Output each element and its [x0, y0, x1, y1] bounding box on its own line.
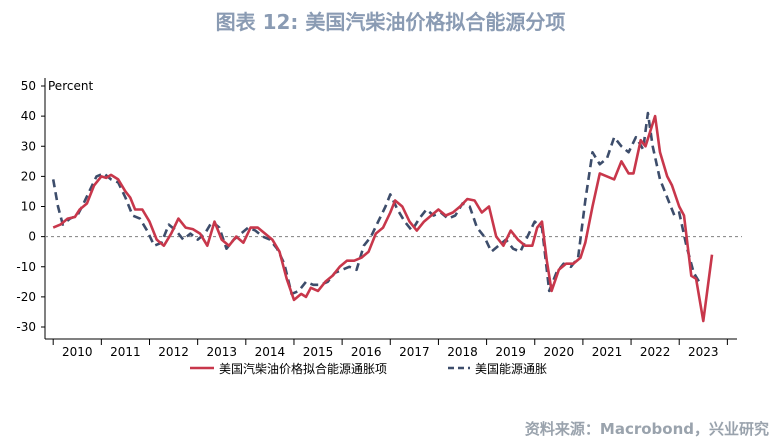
y-tick-label: -30 — [16, 320, 36, 334]
x-tick-label: 2015 — [303, 345, 334, 359]
energy-inflation-series-line — [51, 111, 703, 296]
x-tick-label: 2014 — [255, 345, 286, 359]
x-tick-label: 2010 — [62, 345, 93, 359]
x-tick-label: 2022 — [640, 345, 671, 359]
x-tick-label: 2017 — [399, 345, 430, 359]
fuel-price-fit-series-line — [52, 114, 714, 323]
y-tick-label: 40 — [21, 109, 36, 123]
x-tick-label: 2011 — [110, 345, 141, 359]
x-tick-label: 2020 — [544, 345, 575, 359]
y-tick-label: -10 — [16, 260, 36, 274]
x-tick-label: 2018 — [447, 345, 478, 359]
y-tick-label: 10 — [21, 200, 36, 214]
x-tick-label: 2021 — [592, 345, 623, 359]
x-tick-label: 2012 — [158, 345, 189, 359]
y-tick-label: 30 — [21, 139, 36, 153]
source-note: 资料来源：Macrobond，兴业研究 — [524, 420, 769, 438]
x-tick-label: 2023 — [688, 345, 719, 359]
y-tick-label: 0 — [28, 230, 36, 244]
y-tick-label: -20 — [16, 290, 36, 304]
y-tick-label: 20 — [21, 169, 36, 183]
x-tick-label: 2019 — [495, 345, 526, 359]
legend-label-energy: 美国能源通胀 — [475, 362, 547, 376]
x-tick-label: 2013 — [206, 345, 237, 359]
y-tick-label: 50 — [21, 79, 36, 93]
y-axis-label: Percent — [48, 79, 93, 93]
x-tick-label: 2016 — [351, 345, 382, 359]
chart-title: 图表 12: 美国汽柴油价格拟合能源分项 — [215, 10, 566, 34]
legend-label-fuel-fit: 美国汽柴油价格拟合能源通胀项 — [219, 361, 387, 376]
